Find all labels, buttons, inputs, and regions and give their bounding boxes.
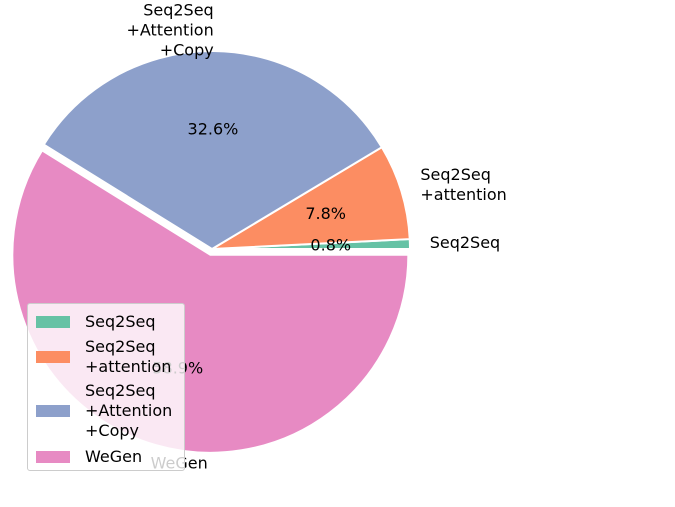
pie-slice-seq2seq-attention-copy [42,50,384,251]
slice-percent-label: 32.6% [188,120,239,139]
slice-percent-label: 7.8% [305,204,346,223]
slice-outer-label: Seq2Seq +Attention +Copy [126,1,213,60]
legend-label: Seq2Seq +attention [85,337,172,376]
legend-swatch [36,316,70,328]
pie-slice-seq2seq-attention [211,145,411,250]
legend-swatch [36,405,70,417]
slice-outer-label: Seq2Seq [430,233,501,252]
legend: Seq2Seq Seq2Seq +attention Seq2Seq +Atte… [27,303,185,471]
legend-label: Seq2Seq +Attention +Copy [85,381,173,440]
slice-percent-label: 0.8% [310,236,351,255]
slice-outer-label: Seq2Seq +attention [420,165,506,204]
outer-labels: Seq2Seq Seq2Seq +attention Seq2Seq +Attentio… [126,1,506,473]
legend-swatch [36,451,70,463]
legend-swatch [36,351,70,363]
legend-label: Seq2Seq [85,312,156,331]
legend-label: WeGen [85,447,143,466]
